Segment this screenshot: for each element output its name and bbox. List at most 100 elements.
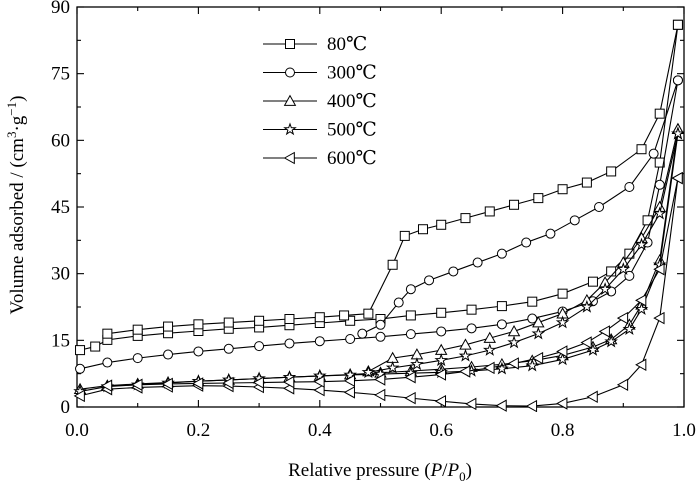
data-point	[527, 313, 538, 324]
legend-marker	[285, 39, 295, 49]
x-tick-label: 0.8	[551, 420, 575, 441]
data-point	[361, 365, 376, 379]
legend-item: 500℃	[263, 120, 377, 141]
y-tick-label: 0	[61, 397, 71, 418]
data-point	[434, 368, 447, 381]
y-tick-label: 45	[51, 197, 70, 218]
data-point	[132, 353, 143, 364]
y-tick-label: 75	[51, 64, 70, 85]
x-tick-label: 0.6	[429, 420, 453, 441]
data-point	[466, 323, 477, 334]
data-point	[284, 338, 295, 349]
data-point	[436, 307, 447, 318]
data-point	[482, 342, 497, 356]
x-tick-labels: 0.0 0.2 0.4 0.6 0.8 1.0	[65, 420, 696, 441]
legend-marker	[283, 151, 295, 165]
data-point	[410, 357, 424, 371]
data-point	[434, 353, 448, 367]
data-point	[555, 315, 570, 329]
data-point	[191, 377, 204, 390]
data-point	[569, 215, 580, 226]
data-point	[405, 284, 416, 295]
data-point	[616, 378, 629, 392]
data-point	[404, 370, 416, 384]
legend-label: 400℃	[327, 91, 377, 112]
series-5	[73, 171, 683, 412]
data-point	[653, 311, 665, 325]
x-tick-label: 0.4	[308, 420, 332, 441]
data-point	[671, 171, 683, 185]
data-point	[587, 276, 598, 287]
data-point	[472, 257, 483, 268]
y-tick-label: 60	[51, 130, 70, 151]
data-point	[484, 206, 495, 217]
series-layer	[73, 19, 685, 412]
series-1	[75, 19, 683, 356]
data-point	[313, 383, 325, 397]
data-point	[161, 377, 173, 391]
data-point	[653, 262, 665, 276]
data-point	[363, 308, 374, 319]
data-point	[90, 341, 101, 352]
data-point	[634, 302, 649, 316]
data-point	[73, 389, 85, 403]
legend-marker	[283, 122, 297, 136]
data-point	[531, 351, 544, 365]
data-point	[580, 336, 592, 349]
series-2	[75, 75, 683, 374]
data-point	[509, 199, 520, 210]
data-point	[652, 206, 667, 220]
data-point	[343, 374, 355, 388]
data-point	[586, 342, 600, 356]
x-tick-label: 0.2	[187, 420, 211, 441]
data-point	[417, 224, 428, 235]
data-point	[586, 390, 598, 404]
data-point	[635, 294, 647, 307]
data-point	[594, 202, 605, 212]
data-point	[375, 319, 386, 330]
data-point	[399, 230, 410, 241]
data-point	[598, 282, 612, 296]
data-point	[495, 361, 509, 375]
data-point	[672, 75, 683, 86]
data-point	[465, 397, 477, 411]
legend-item: 80℃	[263, 34, 367, 55]
data-point	[75, 345, 86, 356]
data-point	[434, 394, 447, 408]
data-point	[616, 311, 629, 325]
data-point	[507, 325, 521, 337]
data-point	[345, 334, 356, 344]
data-point	[314, 336, 325, 347]
data-point	[404, 391, 416, 405]
data-point	[193, 346, 204, 357]
x-tick-label: 0.0	[65, 420, 89, 441]
data-point	[459, 365, 471, 378]
data-point	[624, 270, 635, 281]
data-point	[507, 357, 519, 370]
series-line-adsorption	[79, 178, 679, 407]
data-point	[556, 397, 568, 410]
data-point	[672, 19, 683, 30]
y-tick-label: 15	[51, 330, 70, 351]
x-axis-label: Relative pressure (P/P0)	[288, 460, 472, 484]
data-point	[314, 312, 325, 323]
data-point	[374, 373, 386, 386]
legend-item: 400℃	[263, 91, 377, 112]
data-point	[102, 328, 113, 339]
data-point	[405, 310, 416, 321]
data-point	[163, 321, 174, 332]
data-point	[393, 297, 404, 308]
y-tick-label: 30	[51, 264, 70, 285]
data-point	[223, 343, 234, 354]
legend: 80℃ 300℃ 400℃ 500℃ 600℃	[263, 34, 377, 169]
data-point	[671, 126, 685, 140]
data-point	[131, 378, 143, 392]
data-point	[405, 329, 416, 340]
data-point	[387, 259, 398, 270]
y-tick-labels: 0 15 30 45 60 75 90	[51, 0, 70, 418]
legend-marker	[285, 67, 295, 78]
data-point	[556, 345, 568, 358]
data-point	[616, 262, 631, 276]
data-point	[581, 177, 592, 188]
data-point	[100, 379, 113, 392]
